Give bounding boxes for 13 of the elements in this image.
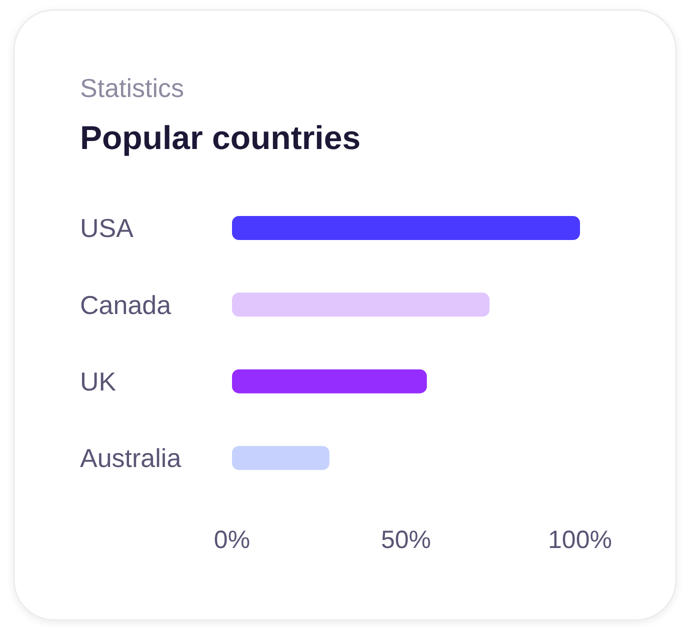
chart-subtitle: Statistics	[80, 73, 184, 103]
x-tick-label: 50%	[380, 526, 432, 554]
bar	[232, 216, 580, 240]
x-tick-label: 100%	[548, 526, 612, 554]
y-tick-label: UK	[80, 366, 117, 396]
y-tick-label: Australia	[80, 443, 182, 474]
bar	[232, 446, 330, 470]
x-tick-label: 0%	[214, 526, 250, 554]
bar	[232, 292, 490, 317]
y-tick-label: Canada	[80, 290, 172, 320]
chart-title: Popular countries	[80, 119, 361, 156]
bar	[232, 369, 427, 394]
y-tick-label: USA	[80, 213, 134, 244]
